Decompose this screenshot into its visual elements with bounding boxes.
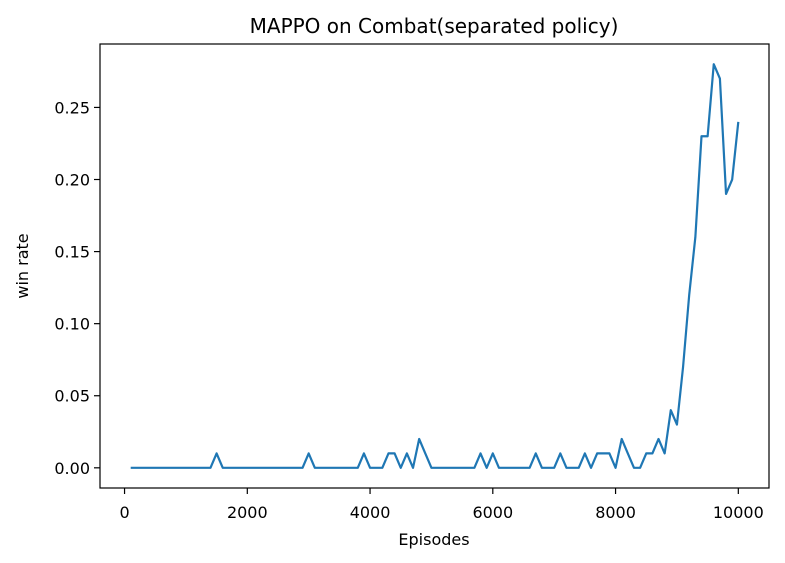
y-axis-ticks: 0.00 0.05 0.10 0.15 0.20 0.25 (54, 98, 100, 478)
y-axis-label: win rate (13, 233, 32, 298)
y-tick-label: 0.00 (54, 459, 90, 478)
chart-title: MAPPO on Combat(separated policy) (250, 14, 619, 38)
y-tick-label: 0.15 (54, 243, 90, 262)
y-tick-label: 0.10 (54, 315, 90, 334)
x-tick-label: 4000 (350, 503, 391, 522)
y-tick-label: 0.20 (54, 171, 90, 190)
x-axis-ticks: 0 2000 4000 6000 8000 10000 (119, 488, 764, 522)
y-tick-label: 0.25 (54, 98, 90, 117)
series-line (130, 63, 740, 469)
x-tick-label: 6000 (472, 503, 513, 522)
x-axis-label: Episodes (398, 530, 469, 549)
x-tick-label: 8000 (595, 503, 636, 522)
x-tick-label: 2000 (227, 503, 268, 522)
plot-frame (99, 43, 770, 489)
plot-area (130, 63, 740, 469)
y-tick-label: 0.05 (54, 387, 90, 406)
x-tick-label: 10000 (713, 503, 764, 522)
x-tick-label: 0 (119, 503, 129, 522)
